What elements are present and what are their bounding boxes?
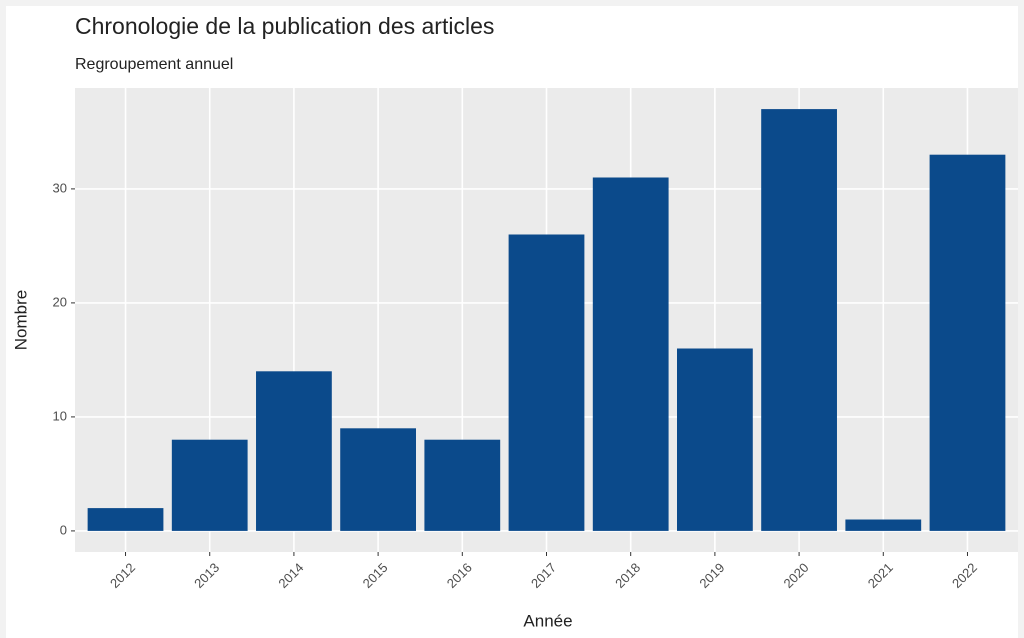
bar [677,348,753,531]
bar [761,109,837,531]
bar [592,177,669,531]
y-tick-label: 30 [53,180,67,195]
y-tick-label: 10 [53,408,67,423]
bar [929,154,1006,531]
y-tick-label: 0 [60,522,67,537]
chart-subtitle: Regroupement annuel [75,56,233,73]
y-tick-label: 20 [53,294,67,309]
bar [424,439,501,531]
chart-title: Chronologie de la publication des articl… [75,13,494,39]
x-axis-title: Année [523,611,572,630]
bar [845,519,922,531]
bar [256,371,332,531]
bar [171,439,248,531]
bar [87,508,164,531]
bar [340,428,416,531]
bar [508,234,585,531]
y-axis-title: Nombre [11,290,30,350]
